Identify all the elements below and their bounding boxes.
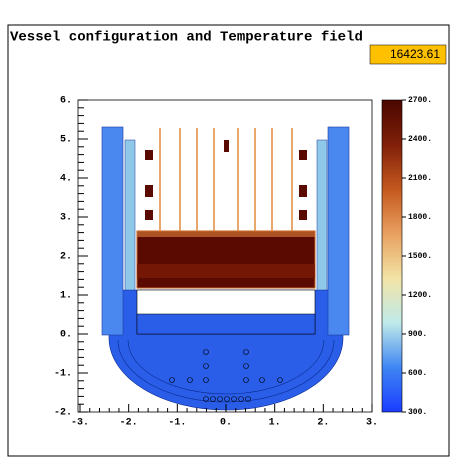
colorbar-tick-label: 2700. (408, 96, 432, 105)
y-tick-label: 4. (60, 174, 72, 185)
colorbar (381, 99, 403, 413)
frame (7, 24, 450, 457)
colorbar-tick-label: 1500. (408, 252, 432, 261)
y-tick-label: 0. (60, 330, 72, 341)
y-tick-label: 5. (60, 135, 72, 146)
colorbar-tick-label: 600. (408, 369, 427, 378)
annotation-box (369, 44, 447, 65)
colorbar-tick-label: 300. (408, 408, 427, 417)
y-tick-label: 1. (60, 291, 72, 302)
y-tick-label: 3. (60, 213, 72, 224)
colorbar-tick-label: 2400. (408, 135, 432, 144)
y-tick-label: 6. (60, 96, 72, 107)
x-tick-label: 3. (366, 418, 378, 429)
y-tick-label: -1. (54, 369, 72, 380)
colorbar-tick-label: 1800. (408, 213, 432, 222)
y-tick-label: 2. (60, 252, 72, 263)
x-tick-label: 1. (269, 418, 281, 429)
x-tick-label: 0. (220, 418, 232, 429)
vessel (101, 126, 350, 411)
annotation: 16423.61 (390, 47, 440, 61)
x-tick-label: 2. (317, 418, 329, 429)
colorbar-tick-label: 2100. (408, 174, 432, 183)
x-tick-label: -2. (120, 418, 138, 429)
x-tick-label: -3. (71, 418, 89, 429)
x-tick-label: -1. (168, 418, 186, 429)
colorbar-tick-label: 1200. (408, 291, 432, 300)
y-tick-label: -2. (54, 408, 72, 419)
chart-title: Vessel configuration and Temperature fie… (10, 30, 363, 46)
colorbar-tick-label: 900. (408, 330, 427, 339)
